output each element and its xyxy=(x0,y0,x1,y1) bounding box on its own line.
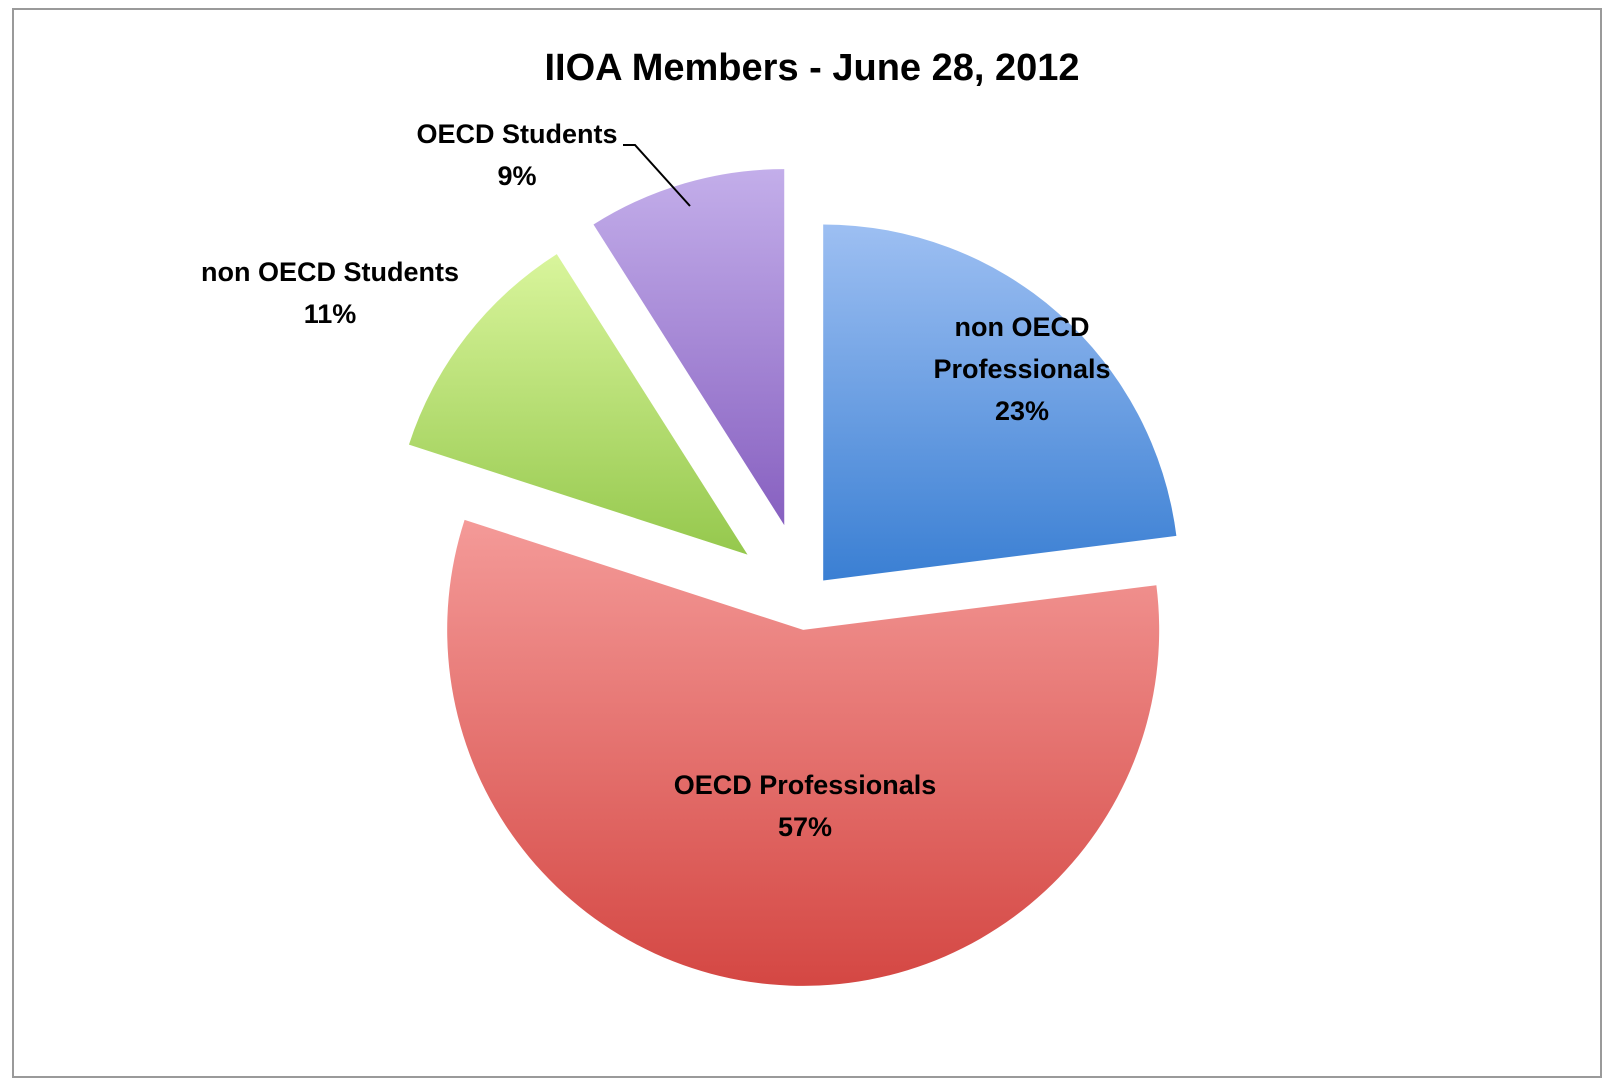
chart-title: IIOA Members - June 28, 2012 xyxy=(544,47,1079,89)
slice-category: Professionals xyxy=(933,354,1110,384)
leader-line-oecd-students xyxy=(623,144,691,207)
slice-label-oecd-students: OECD Students 9% xyxy=(416,119,617,191)
slice-percent: 11% xyxy=(304,299,357,329)
slice-percent: 57% xyxy=(778,812,832,842)
pie-slice-non-oecd-students xyxy=(408,254,748,555)
slice-category: OECD Students xyxy=(416,119,617,149)
slice-percent: 23% xyxy=(995,396,1049,426)
slice-category: OECD Professionals xyxy=(674,770,937,800)
pie-slice-non-oecd-professionals xyxy=(823,224,1177,581)
slice-label-non-oecd-students: non OECD Students 11% xyxy=(201,257,459,329)
slice-category: non OECD Students xyxy=(201,257,459,287)
slice-category: non OECD xyxy=(955,312,1090,342)
pie-slice-oecd-students xyxy=(593,169,785,526)
pie-slice-oecd-professionals xyxy=(447,519,1160,986)
slice-label-non-oecd-professionals: non OECD Professionals 23% xyxy=(933,312,1110,426)
slice-percent: 9% xyxy=(497,161,536,191)
slice-label-oecd-professionals: OECD Professionals 57% xyxy=(674,770,937,842)
